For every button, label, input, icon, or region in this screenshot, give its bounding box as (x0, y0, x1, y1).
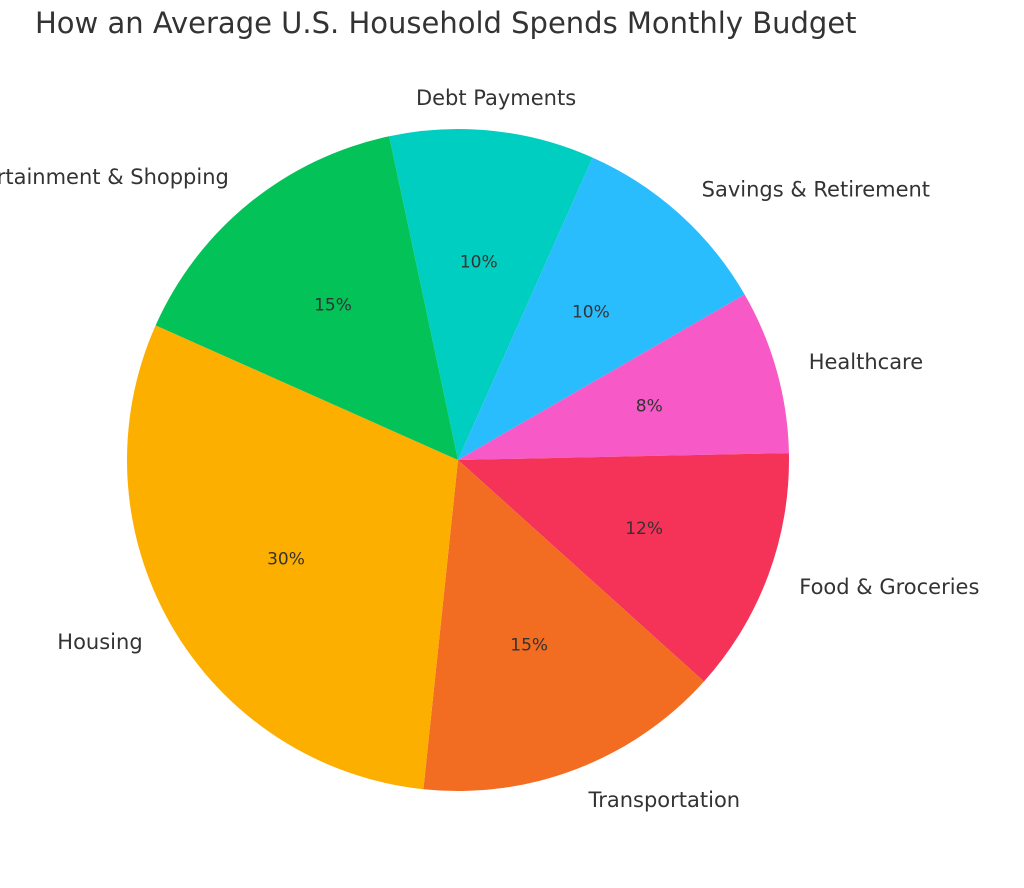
pct-label-savings-and-retirement: 10% (572, 302, 610, 322)
category-label-food-and-groceries: Food & Groceries (799, 575, 979, 599)
pie-slice-transportation (423, 460, 704, 792)
pie-slice-housing (127, 325, 458, 790)
pie-labels: 10% Debt Payments 10% Savings & Retirement 8… (0, 86, 979, 812)
pie-slice-savings-and-retirement (458, 157, 745, 460)
pct-label-healthcare: 8% (636, 397, 663, 417)
pct-label-entertainment-and-shopping: 15% (314, 296, 352, 316)
pie-slice-entertainment-and-shopping (155, 136, 458, 461)
chart-title: How an Average U.S. Household Spends Mon… (35, 6, 857, 40)
pie-slice-debt-payments (389, 128, 593, 460)
pct-label-transportation: 15% (510, 635, 548, 655)
category-label-savings-and-retirement: Savings & Retirement (702, 177, 930, 201)
category-label-housing: Housing (57, 630, 142, 654)
category-label-healthcare: Healthcare (809, 350, 923, 374)
pct-label-food-and-groceries: 12% (625, 519, 663, 539)
pie-slices (127, 128, 790, 792)
pie-slice-food-and-groceries (458, 453, 790, 682)
category-label-transportation: Transportation (587, 788, 740, 812)
pie-slice-healthcare (458, 294, 789, 460)
pct-label-housing: 30% (267, 549, 305, 569)
pct-label-debt-payments: 10% (460, 252, 498, 272)
category-label-debt-payments: Debt Payments (416, 86, 576, 110)
category-label-entertainment-and-shopping: Entertainment & Shopping (0, 165, 229, 189)
